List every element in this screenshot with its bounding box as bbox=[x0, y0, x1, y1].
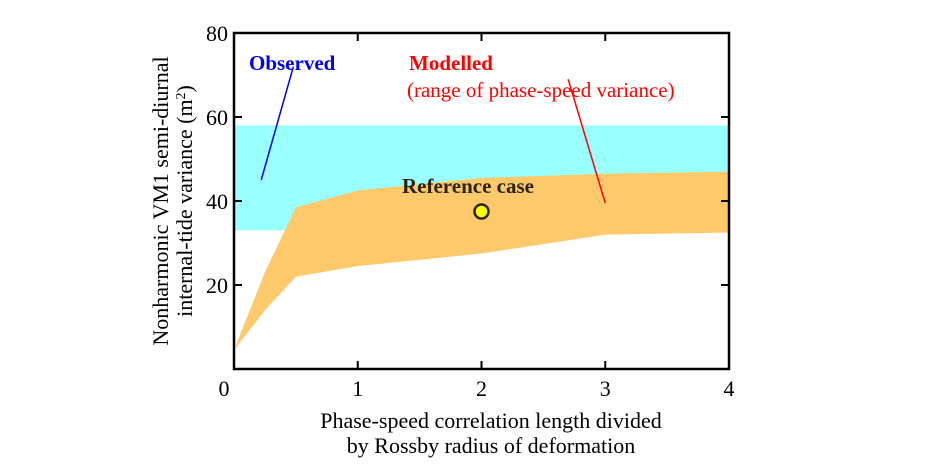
labels: 0 1 2 3 4 20 40 60 80 Phase-speed correlation len… bbox=[148, 21, 735, 458]
y-tick-label: 40 bbox=[206, 189, 228, 214]
observed-leader-line bbox=[260, 66, 295, 181]
y-axis-title-text: ) bbox=[172, 85, 197, 92]
y-tick-label: 20 bbox=[206, 273, 228, 298]
x-tick-label: 4 bbox=[724, 376, 735, 401]
y-axis-title-superscript: 2 bbox=[174, 92, 189, 99]
plot-area bbox=[234, 66, 729, 351]
x-axis-title-line: Phase-speed correlation length divided bbox=[320, 408, 662, 433]
axes bbox=[232, 31, 731, 371]
observed-label: Observed bbox=[249, 51, 336, 75]
y-axis-title-text: internal-tide variance (m bbox=[172, 99, 197, 316]
modelled-leader-line bbox=[567, 78, 606, 204]
reference-case-point bbox=[473, 203, 490, 220]
x-tick-label: 1 bbox=[352, 376, 363, 401]
modelled-label: Modelled bbox=[409, 51, 493, 75]
x-tick-label: 0 bbox=[219, 376, 230, 401]
y-axis-title-line: internal-tide variance (m2) bbox=[172, 85, 197, 317]
modelled-range-area bbox=[234, 171, 729, 351]
y-axis-title-line: Nonharmonic VM1 semi-diurnal bbox=[148, 56, 173, 345]
x-tick-label: 3 bbox=[600, 376, 611, 401]
x-tick-label: 2 bbox=[476, 376, 487, 401]
y-tick-label: 80 bbox=[206, 21, 228, 46]
y-axis-title: Nonharmonic VM1 semi-diurnal internal-tid… bbox=[148, 56, 197, 345]
reference-case-label: Reference case bbox=[402, 174, 534, 198]
x-axis-title-line: by Rossby radius of deformation bbox=[347, 433, 635, 458]
modelled-sublabel: (range of phase-speed variance) bbox=[407, 78, 675, 102]
y-tick-label: 60 bbox=[206, 105, 228, 130]
